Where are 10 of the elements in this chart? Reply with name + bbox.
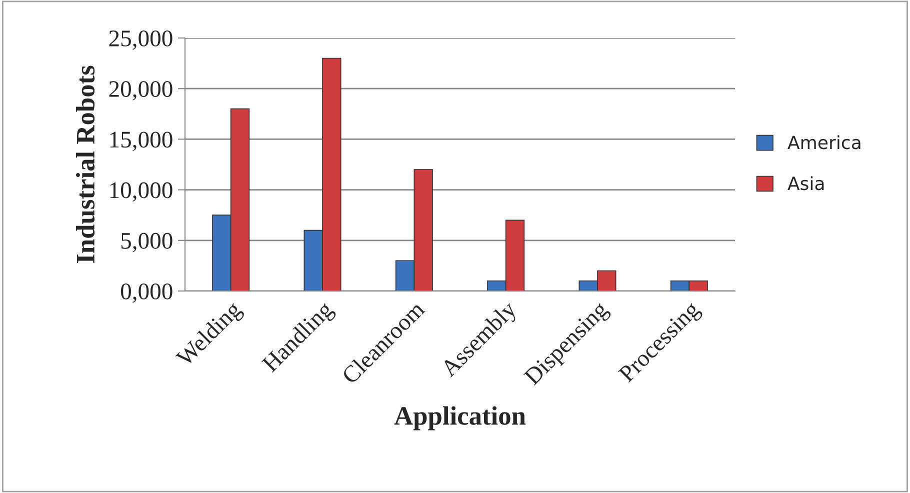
y-tick-label: 20,000 xyxy=(109,81,172,100)
legend-label: America xyxy=(788,135,860,150)
y-axis-title: Industrial Robots xyxy=(76,66,95,263)
y-tick-label: 10,000 xyxy=(110,182,172,202)
y-tick-label: 25,000 xyxy=(109,30,172,50)
y-tick-label: 15,000 xyxy=(110,132,172,152)
y-tick-label: 5,000 xyxy=(121,232,172,252)
x-axis-title: Application xyxy=(394,406,526,430)
legend-label: Asia xyxy=(788,176,824,190)
y-tick-label: 0,000 xyxy=(120,283,172,303)
